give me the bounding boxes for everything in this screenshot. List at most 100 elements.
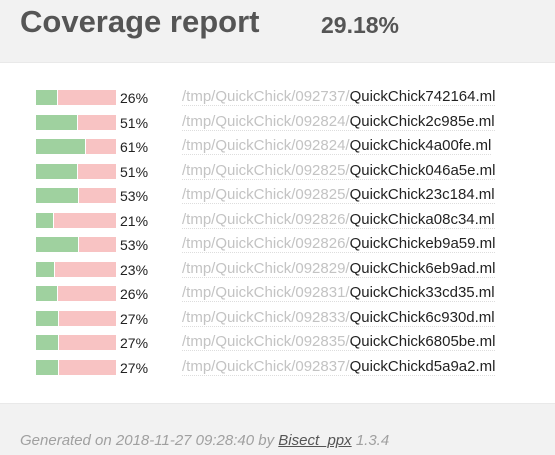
footer-text: Generated on 2018-11-27 09:28:40 by Bise… [20, 432, 389, 449]
file-link[interactable]: /tmp/QuickChick/092737/QuickChick742164.… [182, 88, 496, 106]
file-name: QuickChick6805be.ml [349, 333, 496, 350]
file-name: QuickChickd5a9a2.ml [349, 357, 496, 375]
file-link[interactable]: /tmp/QuickChick/092824/QuickChick4a00fe.… [182, 137, 492, 155]
file-name: QuickChick4a00fe.ml [349, 137, 492, 154]
coverage-bar [36, 261, 116, 277]
coverage-bar-fill [36, 139, 85, 154]
coverage-bar-fill [36, 188, 78, 203]
file-name: QuickChick046a5e.ml [349, 161, 496, 179]
coverage-bar-fill [36, 163, 77, 179]
coverage-bar-divider [78, 188, 79, 203]
coverage-bar-divider [53, 212, 54, 228]
coverage-bar [36, 114, 116, 130]
file-name: QuickChick6eb9ad.ml [349, 259, 496, 277]
file-name: QuickChick23c184.ml [349, 186, 495, 203]
coverage-bar [36, 139, 116, 154]
file-link[interactable]: /tmp/QuickChick/092825/QuickChick046a5e.… [182, 161, 496, 180]
file-coverage-percent: 26% [120, 90, 149, 106]
file-coverage-percent: 26% [120, 286, 149, 302]
coverage-bar [36, 90, 116, 105]
coverage-bar [36, 310, 116, 326]
coverage-bar-fill [36, 359, 58, 375]
coverage-bar-divider [85, 139, 86, 154]
coverage-bar [36, 286, 116, 301]
file-link[interactable]: /tmp/QuickChick/092825/QuickChick23c184.… [182, 186, 495, 204]
file-coverage-percent: 21% [120, 212, 149, 229]
coverage-bar-fill [36, 90, 57, 105]
file-directory: /tmp/QuickChick/092835/ [182, 333, 350, 350]
file-row[interactable]: 21% /tmp/QuickChick/092826/QuickChicka08c… [0, 208, 555, 233]
file-link[interactable]: /tmp/QuickChick/092837/QuickChickd5a9a2.… [182, 357, 496, 376]
coverage-bar-fill [36, 114, 77, 130]
file-row[interactable]: 27% /tmp/QuickChick/092835/QuickChick6805… [0, 330, 555, 355]
file-row[interactable]: 26% /tmp/QuickChick/092831/QuickChick33cd… [0, 281, 555, 306]
file-name: QuickChick6c930d.ml [349, 308, 495, 326]
coverage-bar-fill [36, 310, 58, 326]
coverage-bar-divider [58, 310, 59, 326]
coverage-bar-divider [57, 90, 58, 105]
file-link[interactable]: /tmp/QuickChick/092833/QuickChick6c930d.… [182, 309, 495, 327]
file-row[interactable]: 23% /tmp/QuickChick/092829/QuickChick6eb9… [0, 257, 555, 282]
file-directory: /tmp/QuickChick/092826/ [182, 210, 350, 228]
file-directory: /tmp/QuickChick/092824/ [182, 137, 350, 154]
footer-version: 1.3.4 [355, 432, 390, 449]
file-directory: /tmp/QuickChick/092824/ [182, 112, 350, 130]
report-footer: Generated on 2018-11-27 09:28:40 by Bise… [0, 403, 555, 455]
file-directory: /tmp/QuickChick/092837/ [182, 357, 350, 375]
file-coverage-percent: 27% [120, 359, 149, 376]
coverage-bar [36, 212, 116, 228]
file-directory: /tmp/QuickChick/092826/ [182, 235, 350, 252]
coverage-bar-fill [36, 261, 54, 277]
file-coverage-percent: 61% [120, 139, 149, 155]
file-name: QuickChick742164.ml [349, 88, 496, 105]
file-row[interactable]: 51% /tmp/QuickChick/092824/QuickChick2c98… [0, 110, 555, 135]
file-directory: /tmp/QuickChick/092825/ [182, 161, 350, 179]
coverage-bar [36, 335, 116, 350]
file-coverage-percent: 51% [120, 163, 149, 180]
coverage-bar-divider [78, 237, 79, 252]
file-directory: /tmp/QuickChick/092829/ [182, 259, 350, 277]
file-directory: /tmp/QuickChick/092825/ [182, 186, 350, 203]
file-row[interactable]: 61% /tmp/QuickChick/092824/QuickChick4a00… [0, 134, 555, 159]
footer-generated-text: Generated on 2018-11-27 09:28:40 by [20, 432, 275, 449]
file-link[interactable]: /tmp/QuickChick/092824/QuickChick2c985e.… [182, 113, 495, 131]
coverage-bar-fill [36, 286, 57, 301]
coverage-bar-fill [36, 335, 58, 350]
file-coverage-percent: 27% [120, 335, 149, 351]
file-coverage-percent: 53% [120, 237, 149, 253]
file-row[interactable]: 27% /tmp/QuickChick/092833/QuickChick6c93… [0, 306, 555, 331]
file-name: QuickChick33cd35.ml [349, 284, 495, 301]
coverage-bar-divider [77, 114, 78, 130]
coverage-bar [36, 237, 116, 252]
overall-coverage-percent: 29.18% [321, 12, 400, 38]
coverage-bar-divider [77, 163, 78, 179]
coverage-bar-fill [36, 237, 78, 252]
coverage-bar [36, 163, 116, 179]
coverage-bar-divider [54, 261, 55, 277]
coverage-bar-divider [57, 286, 58, 301]
file-row[interactable]: 26% /tmp/QuickChick/092737/QuickChick7421… [0, 85, 555, 110]
file-link[interactable]: /tmp/QuickChick/092826/QuickChickeb9a59.… [182, 235, 496, 253]
file-directory: /tmp/QuickChick/092833/ [182, 308, 350, 326]
file-coverage-percent: 23% [120, 261, 149, 278]
file-link[interactable]: /tmp/QuickChick/092835/QuickChick6805be.… [182, 333, 496, 351]
file-row[interactable]: 27% /tmp/QuickChick/092837/QuickChickd5a9… [0, 355, 555, 380]
coverage-bar [36, 188, 116, 203]
file-row[interactable]: 53% /tmp/QuickChick/092825/QuickChick23c1… [0, 183, 555, 208]
bisect-ppx-link[interactable]: Bisect_ppx [278, 432, 352, 449]
file-row[interactable]: 51% /tmp/QuickChick/092825/QuickChick046a… [0, 159, 555, 184]
file-name: QuickChicka08c34.ml [349, 210, 495, 228]
file-link[interactable]: /tmp/QuickChick/092826/QuickChicka08c34.… [182, 211, 495, 229]
coverage-bar [36, 359, 116, 375]
file-coverage-percent: 27% [120, 310, 149, 327]
file-list: 26% /tmp/QuickChick/092737/QuickChick7421… [0, 85, 555, 379]
coverage-bar-divider [58, 335, 59, 350]
coverage-bar-divider [58, 359, 59, 375]
file-directory: /tmp/QuickChick/092831/ [182, 284, 350, 301]
page-title: Coverage report [20, 4, 260, 39]
file-row[interactable]: 53% /tmp/QuickChick/092826/QuickChickeb9a… [0, 232, 555, 257]
file-link[interactable]: /tmp/QuickChick/092831/QuickChick33cd35.… [182, 284, 495, 302]
file-link[interactable]: /tmp/QuickChick/092829/QuickChick6eb9ad.… [182, 259, 496, 278]
file-directory: /tmp/QuickChick/092737/ [182, 88, 350, 105]
